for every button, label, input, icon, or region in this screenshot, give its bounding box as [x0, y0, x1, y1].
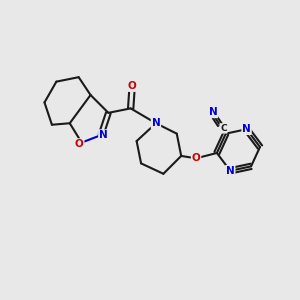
Text: O: O	[128, 81, 136, 91]
Text: N: N	[242, 124, 251, 134]
Text: N: N	[152, 118, 160, 128]
Text: O: O	[192, 153, 200, 163]
Text: C: C	[220, 124, 227, 133]
Text: N: N	[209, 107, 218, 117]
Text: O: O	[75, 139, 84, 149]
Text: N: N	[226, 166, 235, 176]
Text: N: N	[99, 130, 108, 140]
